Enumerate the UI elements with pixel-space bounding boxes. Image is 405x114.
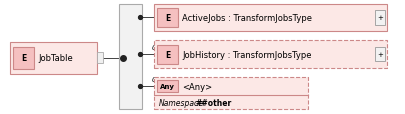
FancyBboxPatch shape: [154, 78, 308, 109]
Text: ##other: ##other: [195, 98, 232, 107]
FancyBboxPatch shape: [157, 81, 178, 92]
FancyBboxPatch shape: [157, 9, 178, 28]
FancyBboxPatch shape: [375, 48, 385, 62]
FancyBboxPatch shape: [154, 41, 387, 68]
FancyBboxPatch shape: [375, 11, 385, 25]
FancyBboxPatch shape: [154, 5, 387, 32]
Text: JobHistory : TransformJobsType: JobHistory : TransformJobsType: [182, 50, 312, 59]
Text: Any: Any: [160, 83, 175, 89]
Text: +: +: [377, 52, 383, 58]
FancyBboxPatch shape: [97, 52, 103, 64]
FancyBboxPatch shape: [13, 47, 34, 69]
Text: <Any>: <Any>: [182, 82, 212, 91]
Text: E: E: [21, 54, 26, 63]
Text: Namespace: Namespace: [159, 98, 204, 107]
Text: 0..*: 0..*: [152, 76, 164, 82]
Text: JobTable: JobTable: [38, 54, 73, 63]
Text: ActiveJobs : TransformJobsType: ActiveJobs : TransformJobsType: [182, 14, 312, 23]
Text: +: +: [377, 15, 383, 21]
Text: E: E: [165, 50, 170, 59]
Text: 0..1: 0..1: [152, 44, 165, 50]
FancyBboxPatch shape: [157, 45, 178, 64]
FancyBboxPatch shape: [119, 5, 142, 109]
Text: E: E: [165, 14, 170, 23]
FancyBboxPatch shape: [10, 42, 97, 74]
